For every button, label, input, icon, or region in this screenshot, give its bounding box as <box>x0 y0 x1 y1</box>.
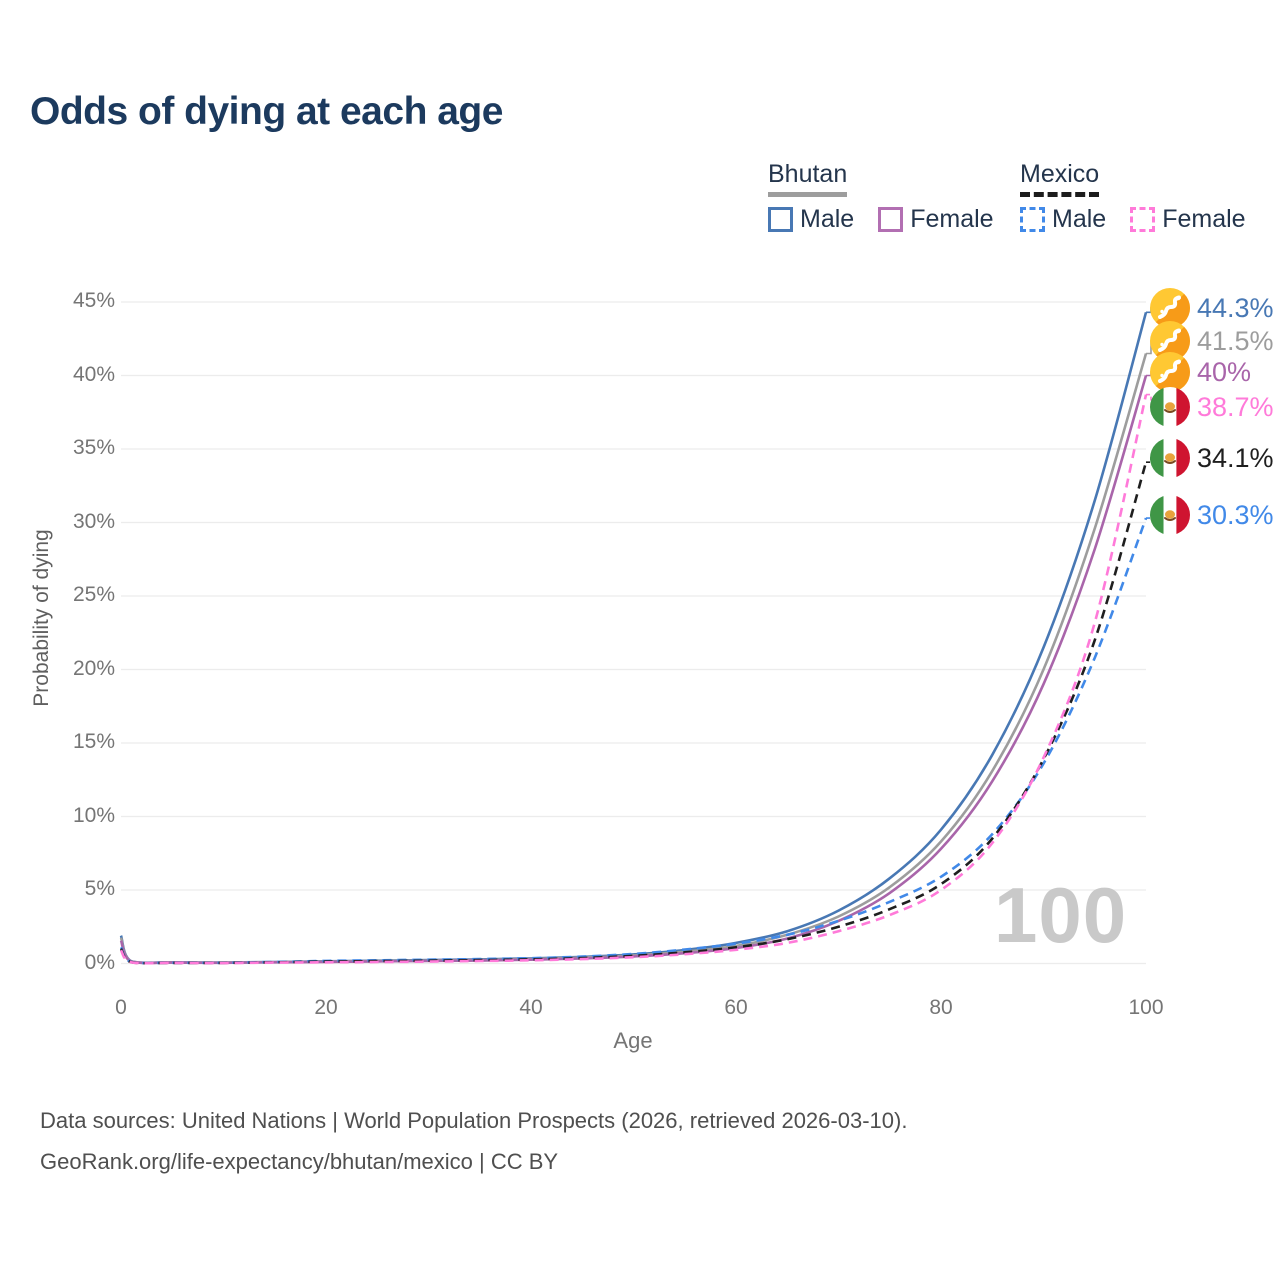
mexico-flag-icon <box>1150 438 1190 478</box>
y-tick-label: 45% <box>72 289 115 312</box>
series-line-bhutan-male[interactable] <box>119 311 1148 965</box>
legend-country-mexico: Mexico <box>1020 160 1100 197</box>
y-tick-label: 30% <box>72 509 115 533</box>
legend-item-bhutan-male[interactable]: Male <box>768 205 854 234</box>
legend-group-bhutan: Bhutan Male Female <box>768 160 994 234</box>
bhutan-male-swatch-icon[interactable] <box>768 207 793 232</box>
label-connector-mexico-female <box>1146 393 1155 408</box>
x-tick-label: 20 <box>314 996 338 1019</box>
page-title: Odds of dying at each age <box>30 90 503 133</box>
x-tick-label: 100 <box>1128 996 1164 1019</box>
series-line-mexico-female[interactable] <box>119 394 1148 965</box>
legend-country-bhutan: Bhutan <box>768 160 848 197</box>
x-tick-label: 60 <box>724 996 748 1019</box>
end-label-mexico-male: 30.3% <box>1150 495 1274 535</box>
series-line-mexico-both-sexes[interactable] <box>119 461 1148 965</box>
end-value: 34.1% <box>1197 442 1274 473</box>
legend-label: Male <box>800 205 855 233</box>
end-value: 40% <box>1197 356 1252 387</box>
bhutan-flag-icon <box>1150 352 1190 392</box>
y-tick-label: 15% <box>72 730 115 753</box>
y-tick-label: 35% <box>72 436 115 459</box>
end-label-mexico-both-sexes: 34.1% <box>1150 438 1274 478</box>
x-tick-label: 0 <box>115 996 127 1019</box>
end-label-bhutan-female: 40% <box>1150 352 1251 392</box>
y-tick-label: 5% <box>84 877 115 900</box>
legend-label: Female <box>1162 205 1246 233</box>
y-tick-label: 40% <box>72 362 115 386</box>
legend-label: Female <box>910 205 994 233</box>
end-value: 44.3% <box>1197 292 1274 323</box>
age-watermark: 100 <box>994 871 1128 959</box>
end-value: 41.5% <box>1197 325 1274 356</box>
legend-item-mexico-male[interactable]: Male <box>1020 205 1106 234</box>
end-label-mexico-female: 38.7% <box>1150 387 1274 427</box>
attribution-line[interactable]: GeoRank.org/life-expectancy/bhutan/mexic… <box>40 1149 559 1174</box>
end-value: 30.3% <box>1197 499 1274 530</box>
mexico-female-swatch-icon[interactable] <box>1130 207 1156 232</box>
x-tick-label: 40 <box>519 996 543 1019</box>
mexico-flag-icon <box>1150 495 1190 535</box>
legend-group-mexico: Mexico Male Female <box>1020 160 1246 234</box>
mexico-flag-icon <box>1150 387 1190 427</box>
legend-label: Male <box>1052 205 1107 233</box>
y-tick-label: 25% <box>72 583 115 606</box>
series-line-mexico-male[interactable] <box>119 517 1148 965</box>
mexico-male-swatch-icon[interactable] <box>1020 207 1045 232</box>
data-source-line: Data sources: United Nations | World Pop… <box>40 1108 908 1133</box>
y-tick-label: 10% <box>72 803 115 827</box>
end-label-bhutan-both-sexes: 41.5% <box>1150 321 1274 361</box>
y-tick-label: 20% <box>72 656 115 680</box>
end-value: 38.7% <box>1197 391 1274 422</box>
x-axis-title: Age <box>613 1028 653 1053</box>
legend-item-mexico-female[interactable]: Female <box>1130 205 1246 234</box>
y-axis-title: Probability of dying <box>30 529 53 707</box>
series-line-bhutan-both-sexes[interactable] <box>119 353 1148 965</box>
end-label-bhutan-male: 44.3% <box>1150 288 1274 328</box>
y-tick-label: 0% <box>84 950 115 974</box>
legend-item-bhutan-female[interactable]: Female <box>878 205 994 234</box>
bhutan-female-swatch-icon[interactable] <box>878 207 904 232</box>
x-tick-label: 80 <box>929 996 953 1019</box>
